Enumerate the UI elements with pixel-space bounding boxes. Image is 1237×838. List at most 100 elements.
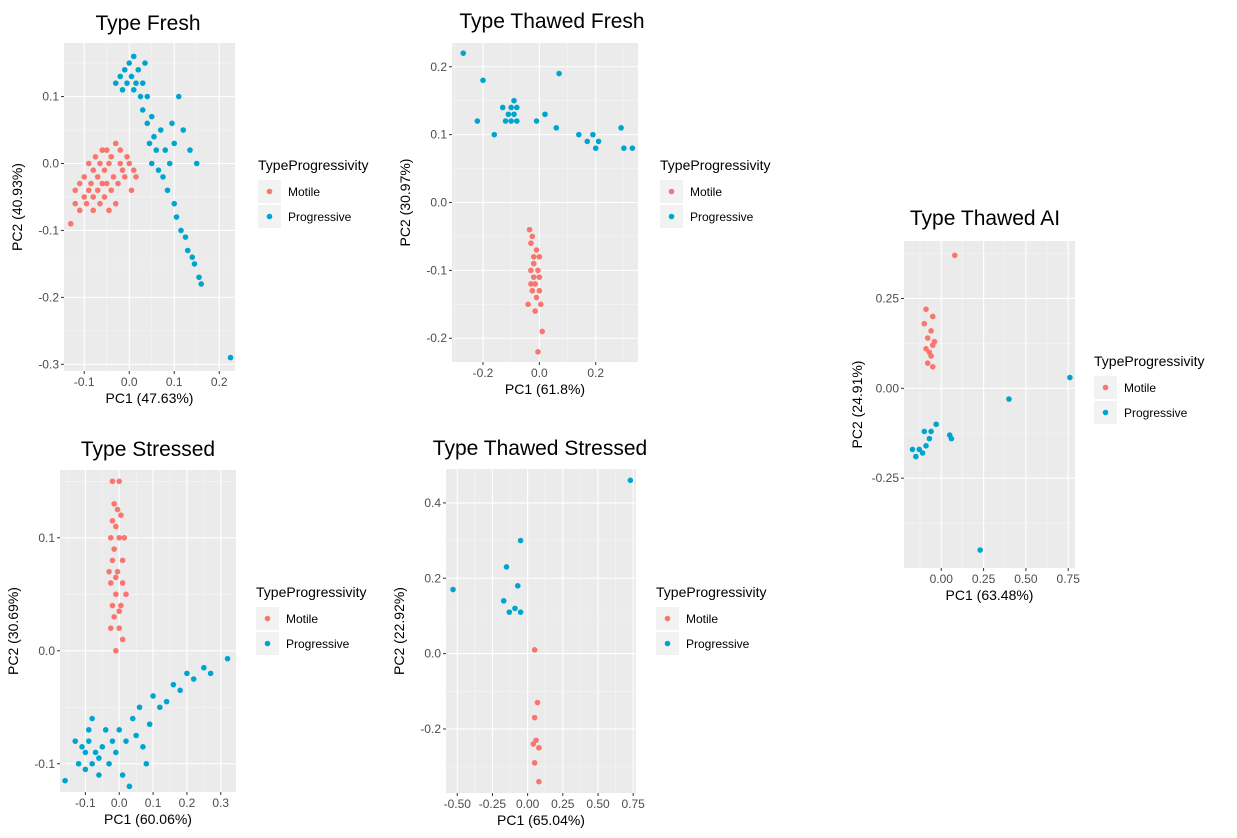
legend: TypeProgressivity Motile Progressive <box>258 157 368 228</box>
x-axis-title: PC1 (60.06%) <box>104 811 192 827</box>
data-point <box>144 120 151 127</box>
data-point <box>530 260 537 267</box>
data-point <box>532 308 538 314</box>
chart-title: Type Thawed AI <box>910 207 1060 230</box>
data-point <box>171 140 178 147</box>
data-point <box>923 346 929 352</box>
data-point <box>924 360 931 366</box>
data-point <box>529 287 536 294</box>
data-point <box>528 281 534 287</box>
y-tick-label: 0.25 <box>876 291 900 305</box>
data-point <box>178 227 184 234</box>
data-point <box>121 534 128 541</box>
chart-title: Type Thawed Fresh <box>459 10 644 33</box>
series-motile <box>525 226 545 355</box>
data-point <box>129 715 136 722</box>
data-point <box>130 87 137 93</box>
data-point <box>190 676 197 682</box>
data-point <box>79 744 85 750</box>
data-point <box>144 93 151 100</box>
data-point <box>106 207 112 214</box>
y-axis-title: PC2 (40.93%) <box>9 163 25 251</box>
data-point <box>130 53 137 60</box>
data-point <box>528 240 534 247</box>
data-point <box>101 167 108 173</box>
data-point <box>929 313 936 320</box>
data-point <box>627 477 634 484</box>
data-point <box>514 118 520 124</box>
data-point <box>173 214 180 220</box>
y-tick-label: -0.1 <box>38 223 59 237</box>
data-point <box>99 744 106 750</box>
data-point <box>160 174 166 180</box>
data-point <box>919 450 926 456</box>
data-point <box>929 363 936 370</box>
chart-panel-3: -0.1 0.0 0.1 0.2 0.3 -0.1 0.0 0.1 Type Stressed P… <box>5 438 366 827</box>
data-point <box>99 180 106 187</box>
data-point <box>514 104 520 111</box>
data-point <box>146 721 153 728</box>
legend: TypeProgressivity Motile Progressive <box>660 157 770 228</box>
x-tick-label: 0.2 <box>587 366 604 380</box>
data-point <box>502 118 509 124</box>
data-point <box>106 160 112 167</box>
data-point <box>116 534 123 541</box>
plot-background <box>60 470 236 792</box>
data-point <box>83 200 90 207</box>
data-point <box>531 760 538 766</box>
y-tick-label: 0.0 <box>430 196 447 210</box>
data-point <box>590 131 596 138</box>
data-point <box>106 568 112 575</box>
y-tick-label: -0.3 <box>38 357 59 371</box>
data-point <box>112 140 119 147</box>
legend-label-motile: Motile <box>288 185 320 199</box>
legend-label-progressive: Progressive <box>286 637 350 651</box>
legend: TypeProgressivity Motile Progressive <box>256 584 366 655</box>
data-point <box>532 281 538 287</box>
data-point <box>67 220 74 227</box>
series-motile <box>106 478 129 654</box>
data-point <box>511 111 517 118</box>
data-point <box>62 777 68 784</box>
data-point <box>102 727 109 733</box>
data-point <box>126 783 133 790</box>
data-point <box>72 200 79 207</box>
data-point <box>169 120 175 127</box>
x-tick-label: 0.50 <box>586 797 610 811</box>
chart-panel-2: 0.00 0.25 0.50 0.75 -0.25 0.00 0.25 Type Thawed… <box>849 207 1204 603</box>
y-axis-title: PC2 (30.97%) <box>397 159 413 247</box>
data-point <box>89 760 95 767</box>
y-tick-label: -0.1 <box>426 263 447 277</box>
data-point <box>576 131 582 138</box>
data-point <box>121 66 128 73</box>
data-point <box>474 118 481 124</box>
data-point <box>535 267 541 274</box>
data-point <box>133 732 139 739</box>
data-point <box>109 518 116 524</box>
data-point <box>539 328 545 335</box>
legend-key-motile <box>264 615 271 622</box>
x-tick-label: 0.0 <box>121 375 138 389</box>
data-point <box>117 160 124 167</box>
data-point <box>201 664 207 671</box>
data-point <box>113 591 119 598</box>
data-point <box>136 704 143 711</box>
data-point <box>450 586 456 593</box>
legend-label-progressive: Progressive <box>690 210 754 224</box>
data-point <box>113 647 119 654</box>
data-point <box>951 252 958 259</box>
data-point <box>480 77 486 84</box>
data-point <box>157 127 164 133</box>
data-point <box>140 744 146 750</box>
data-point <box>162 147 169 153</box>
data-point <box>536 744 542 751</box>
data-point <box>113 749 119 756</box>
data-point <box>92 749 99 756</box>
x-tick-label: 0.2 <box>179 796 196 810</box>
data-point <box>85 160 92 167</box>
x-axis-title: PC1 (61.8%) <box>505 381 585 397</box>
legend-key-progressive <box>266 213 273 220</box>
legend-label-progressive: Progressive <box>686 637 750 651</box>
data-point <box>187 147 193 153</box>
data-point <box>116 625 123 631</box>
